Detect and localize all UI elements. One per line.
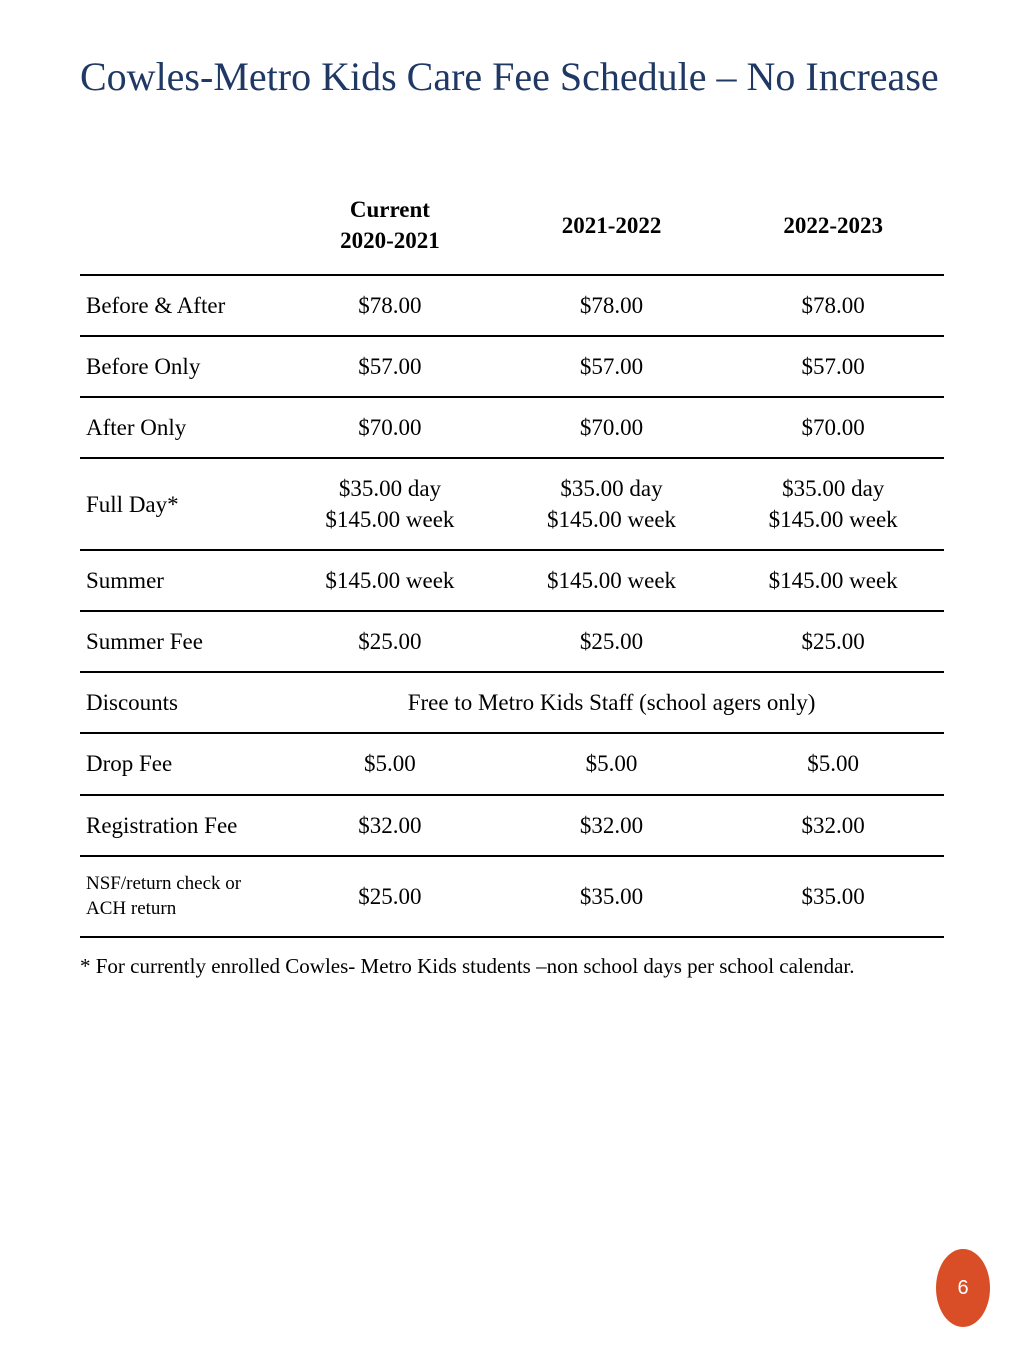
cell-value: $70.00	[279, 397, 501, 458]
row-label: Drop Fee	[80, 733, 279, 794]
row-label: Summer Fee	[80, 611, 279, 672]
table-row: Drop Fee$5.00$5.00$5.00	[80, 733, 944, 794]
cell-value: $25.00	[279, 856, 501, 937]
cell-value: $35.00 day $145.00 week	[722, 458, 944, 550]
cell-value: $32.00	[279, 795, 501, 856]
cell-value: $145.00 week	[722, 550, 944, 611]
cell-value: $145.00 week	[501, 550, 723, 611]
table-row: Before Only$57.00$57.00$57.00	[80, 336, 944, 397]
cell-value: $25.00	[501, 611, 723, 672]
table-row: DiscountsFree to Metro Kids Staff (schoo…	[80, 672, 944, 733]
row-label: NSF/return check or ACH return	[80, 856, 279, 937]
table-row: After Only$70.00$70.00$70.00	[80, 397, 944, 458]
row-label: Before & After	[80, 275, 279, 336]
table-row: Full Day*$35.00 day $145.00 week$35.00 d…	[80, 458, 944, 550]
row-label: Discounts	[80, 672, 279, 733]
row-label: Before Only	[80, 336, 279, 397]
row-label: Summer	[80, 550, 279, 611]
fee-table-body: Before & After$78.00$78.00$78.00Before O…	[80, 275, 944, 937]
table-row: Before & After$78.00$78.00$78.00	[80, 275, 944, 336]
col-header-current: Current 2020-2021	[279, 184, 501, 275]
cell-value: $35.00	[722, 856, 944, 937]
row-label: After Only	[80, 397, 279, 458]
cell-value: $5.00	[501, 733, 723, 794]
cell-value: $32.00	[501, 795, 723, 856]
table-row: Summer Fee$25.00$25.00$25.00	[80, 611, 944, 672]
col-header-2021-2022: 2021-2022	[501, 184, 723, 275]
cell-value: $35.00	[501, 856, 723, 937]
cell-value: $78.00	[722, 275, 944, 336]
table-row: Registration Fee$32.00$32.00$32.00	[80, 795, 944, 856]
row-label: Registration Fee	[80, 795, 279, 856]
row-label: Full Day*	[80, 458, 279, 550]
cell-value: $78.00	[501, 275, 723, 336]
cell-value: $35.00 day $145.00 week	[279, 458, 501, 550]
cell-value: $78.00	[279, 275, 501, 336]
page-number-badge: 6	[936, 1249, 990, 1327]
cell-value: $57.00	[722, 336, 944, 397]
fee-schedule-table: Current 2020-2021 2021-2022 2022-2023 Be…	[80, 184, 944, 938]
cell-value: $5.00	[722, 733, 944, 794]
cell-value: $145.00 week	[279, 550, 501, 611]
page-number: 6	[957, 1277, 968, 1300]
footnote: * For currently enrolled Cowles- Metro K…	[80, 952, 944, 980]
row-span-value: Free to Metro Kids Staff (school agers o…	[279, 672, 944, 733]
col-header-2022-2023: 2022-2023	[722, 184, 944, 275]
cell-value: $25.00	[279, 611, 501, 672]
cell-value: $35.00 day $145.00 week	[501, 458, 723, 550]
cell-value: $5.00	[279, 733, 501, 794]
cell-value: $57.00	[279, 336, 501, 397]
cell-value: $70.00	[722, 397, 944, 458]
cell-value: $25.00	[722, 611, 944, 672]
cell-value: $57.00	[501, 336, 723, 397]
cell-value: $70.00	[501, 397, 723, 458]
table-row: NSF/return check or ACH return$25.00$35.…	[80, 856, 944, 937]
col-header-label	[80, 184, 279, 275]
page-title: Cowles-Metro Kids Care Fee Schedule – No…	[80, 50, 944, 104]
cell-value: $32.00	[722, 795, 944, 856]
table-row: Summer$145.00 week$145.00 week$145.00 we…	[80, 550, 944, 611]
